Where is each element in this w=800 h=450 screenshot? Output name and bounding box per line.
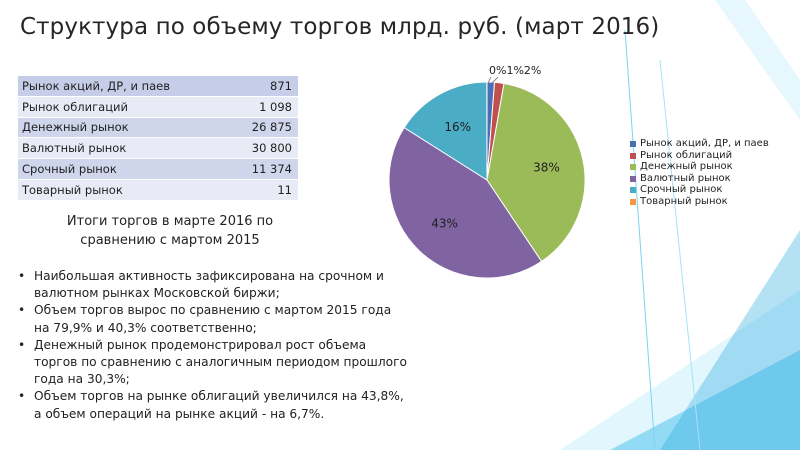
row-label: Рынок акций, ДР, и паев bbox=[18, 76, 230, 97]
row-label: Рынок облигаций bbox=[18, 96, 230, 118]
note-text: Наибольшая активность зафиксирована на с… bbox=[34, 269, 384, 301]
row-label: Денежный рынок bbox=[18, 117, 230, 139]
slice-data-label: 16% bbox=[444, 120, 471, 134]
table-row: Товарный рынок 11 bbox=[18, 179, 298, 201]
legend-label: Денежный рынок bbox=[640, 161, 733, 172]
row-value: 11 374 bbox=[229, 158, 298, 180]
row-value: 11 bbox=[229, 179, 298, 201]
legend-item: Денежный рынок bbox=[630, 161, 780, 173]
slice-data-label: 38% bbox=[533, 160, 560, 174]
subtitle-line-2: сравнению с мартом 2015 bbox=[80, 233, 260, 248]
legend-item: Валютный рынок bbox=[630, 173, 780, 185]
table-row: Срочный рынок 11 374 bbox=[18, 158, 298, 180]
legend-label: Валютный рынок bbox=[640, 172, 731, 184]
legend-swatch bbox=[630, 164, 636, 170]
comparison-subtitle: Итоги торгов в марте 2016 по сравнению с… bbox=[50, 212, 290, 250]
legend-swatch bbox=[630, 187, 636, 193]
note-text: Объем торгов вырос по сравнению с мартом… bbox=[34, 303, 392, 335]
legend-label: Срочный рынок bbox=[640, 184, 723, 195]
row-label: Валютный рынок bbox=[18, 137, 230, 160]
slice-data-label: 43% bbox=[431, 217, 458, 231]
volume-table: Рынок акций, ДР, и паев 871 Рынок облигаци… bbox=[18, 76, 298, 201]
row-label: Срочный рынок bbox=[18, 158, 230, 180]
bullet-icon: • bbox=[18, 303, 26, 318]
table-row: Рынок облигаций 1 098 bbox=[18, 96, 298, 118]
legend-item: Рынок облигаций bbox=[630, 150, 780, 162]
note-item: • Наибольшая активность зафиксирована на … bbox=[14, 268, 409, 302]
pie-slice bbox=[486, 82, 586, 263]
row-value: 26 875 bbox=[229, 117, 298, 139]
legend-item: Рынок акций, ДР, и паев bbox=[630, 138, 780, 150]
row-value: 30 800 bbox=[229, 137, 298, 160]
legend-label: Рынок акций, ДР, и паев bbox=[640, 138, 769, 149]
bullet-icon: • bbox=[18, 337, 26, 352]
page-title: Структура по объему торгов млрд. руб. (м… bbox=[20, 14, 660, 40]
legend-item: Товарный рынок bbox=[630, 196, 780, 208]
subtitle-line-1: Итоги торгов в марте 2016 по bbox=[66, 214, 274, 229]
legend-label: Товарный рынок bbox=[640, 195, 728, 207]
legend-label: Рынок облигаций bbox=[640, 149, 733, 161]
row-label: Товарный рынок bbox=[18, 179, 230, 201]
row-value: 871 bbox=[229, 76, 298, 97]
pie-slice bbox=[388, 126, 543, 279]
table-row: Денежный рынок 26 875 bbox=[18, 117, 298, 139]
note-text: Денежный рынок продемонстрировал рост об… bbox=[34, 337, 407, 387]
leader-line bbox=[491, 76, 499, 84]
chart-legend: Рынок акций, ДР, и паев Рынок облигаций Де… bbox=[630, 138, 780, 207]
legend-swatch bbox=[630, 198, 636, 205]
legend-item: Срочный рынок bbox=[630, 184, 780, 196]
note-item: • Денежный рынок продемонстрировал рост … bbox=[14, 337, 409, 389]
pie-slice bbox=[403, 81, 488, 181]
table-row: Рынок акций, ДР, и паев 871 bbox=[18, 76, 298, 97]
note-text: Объем торгов на рынке облигаций увеличил… bbox=[34, 389, 404, 421]
leader-line bbox=[487, 76, 492, 84]
note-item: • Объем торгов вырос по сравнению с марто… bbox=[14, 302, 409, 336]
table-row: Валютный рынок 30 800 bbox=[18, 137, 298, 160]
small-slice-labels: 0%1%2% bbox=[489, 64, 541, 77]
legend-swatch bbox=[630, 175, 636, 182]
bullet-icon: • bbox=[18, 269, 26, 283]
row-value: 1 098 bbox=[229, 96, 298, 118]
notes-list: • Наибольшая активность зафиксирована на … bbox=[14, 268, 409, 423]
legend-swatch bbox=[630, 152, 636, 159]
legend-swatch bbox=[630, 141, 636, 147]
bullet-icon: • bbox=[18, 389, 26, 404]
note-item: • Объем торгов на рынке облигаций увеличи… bbox=[14, 388, 409, 422]
